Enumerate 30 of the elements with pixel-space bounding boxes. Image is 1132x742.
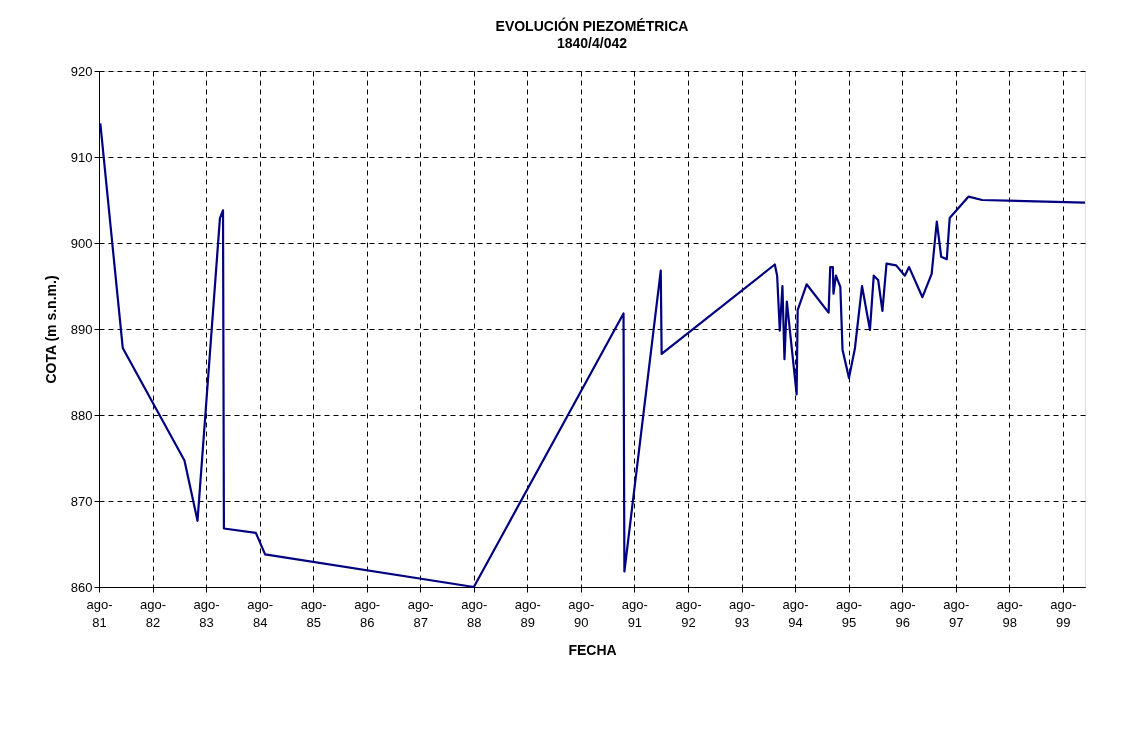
x-tick-label: ago-85	[300, 596, 327, 630]
x-tick-label: ago-93	[729, 596, 756, 630]
y-tick-label: 920	[70, 63, 93, 79]
x-tick-label: ago-81	[86, 596, 113, 630]
x-tick-label: ago-90	[568, 596, 595, 630]
x-tick-label: ago-89	[514, 596, 541, 630]
x-tick-label: ago-84	[247, 596, 274, 630]
y-tick-label: 900	[70, 235, 93, 251]
x-tick-label: ago-83	[193, 596, 220, 630]
x-tick-label: ago-98	[996, 596, 1023, 630]
x-tick-label: ago-94	[782, 596, 809, 630]
x-tick-label: ago-88	[461, 596, 488, 630]
y-tick-label: 890	[70, 321, 93, 337]
x-tick-label: ago-91	[621, 596, 648, 630]
y-tick-label: 870	[70, 493, 93, 509]
y-tick-label: 910	[70, 149, 93, 165]
x-axis-title: FECHA	[568, 641, 617, 658]
y-axis-title: COTA (m s.n.m.)	[42, 275, 59, 384]
x-tick-label: ago-95	[836, 596, 863, 630]
chart-subtitle: 1840/4/042	[556, 35, 628, 51]
y-tick-label: 880	[70, 407, 93, 423]
x-tick-label: ago-97	[943, 596, 970, 630]
x-tick-label: ago-96	[889, 596, 916, 630]
x-tick-label: ago-82	[139, 596, 167, 630]
y-tick-label: 860	[70, 579, 93, 595]
x-tick-label: ago-99	[1050, 596, 1077, 630]
x-tick-label: ago-87	[407, 596, 434, 630]
x-tick-label: ago-92	[675, 596, 702, 630]
x-tick-label: ago-86	[354, 596, 381, 630]
chart-title: EVOLUCIÓN PIEZOMÉTRICA	[495, 17, 689, 34]
